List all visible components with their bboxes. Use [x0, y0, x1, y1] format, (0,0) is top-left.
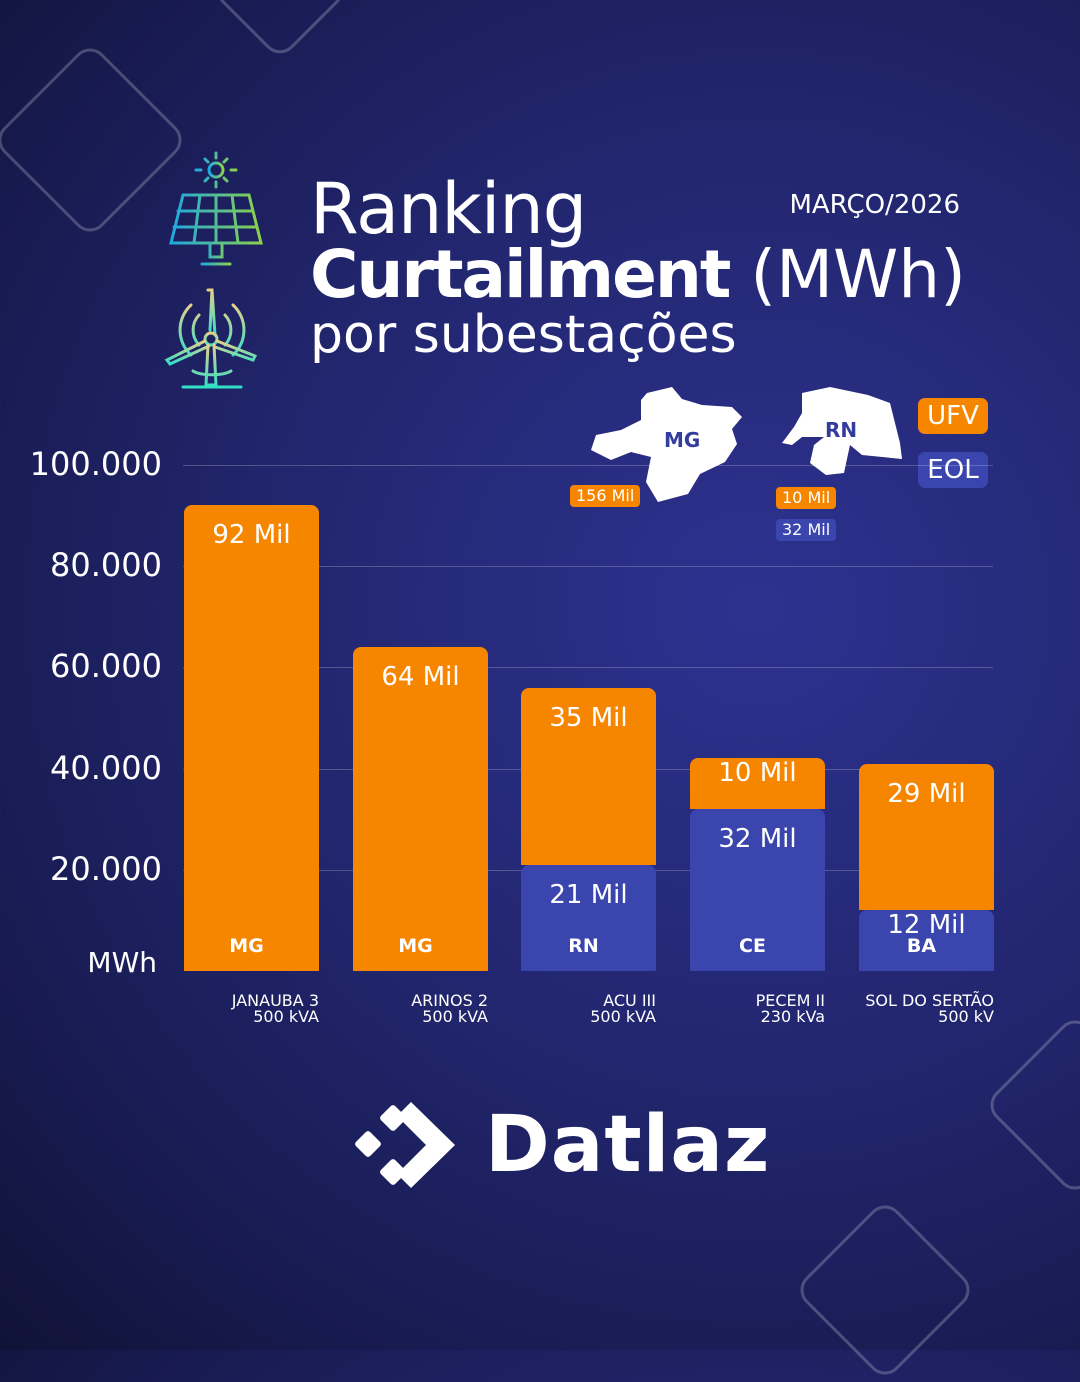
rn-ufv-total-tag: 10 Mil	[776, 487, 837, 509]
data-label: 12 Mil	[887, 910, 966, 941]
bar-segment-ufv	[690, 758, 825, 810]
decor-diamond	[983, 1013, 1080, 1197]
decor-diamond	[209, 0, 351, 61]
bar-segment-eol	[521, 864, 656, 971]
gridline	[183, 465, 993, 466]
data-label: 32 Mil	[718, 824, 797, 855]
bar-segment-ufv	[521, 687, 656, 865]
substation-voltage: 500 kVA	[590, 1007, 656, 1026]
category-label: JANAUBA 3 500 kVA	[149, 993, 319, 1025]
bar-segment-ufv	[184, 505, 319, 971]
mg-ufv-total-tag: 156 Mil	[570, 485, 641, 507]
data-label: 64 Mil	[381, 662, 460, 693]
bar-segment-eol	[690, 809, 825, 971]
data-label: 10 Mil	[718, 758, 797, 789]
data-label: 21 Mil	[549, 879, 628, 910]
datlaz-logo-icon	[355, 1102, 455, 1188]
substation-name: ACU III	[603, 991, 656, 1010]
map-mg	[591, 387, 742, 502]
wind-turbine-icon	[164, 288, 258, 389]
brand-name: Datlaz	[485, 1100, 771, 1190]
substation-name: PECEM II	[755, 991, 825, 1010]
y-tick-label: 60.000	[50, 647, 162, 686]
bar-state-label: CE	[739, 935, 766, 957]
map-label-mg: MG	[664, 428, 701, 452]
data-label: 35 Mil	[549, 702, 628, 733]
bar-state-label: MG	[229, 935, 264, 957]
category-label: SOL DO SERTÃO 500 kV	[824, 993, 994, 1025]
substation-voltage: 500 kVA	[253, 1007, 319, 1026]
gridline	[183, 667, 993, 669]
substation-name: ARINOS 2	[411, 991, 488, 1010]
bar-state-label: BA	[906, 935, 937, 957]
y-tick-label: 100.000	[29, 445, 162, 483]
bar-state-label: RN	[568, 935, 599, 957]
gridline	[183, 566, 993, 568]
map-rn	[782, 387, 902, 475]
title-curtailment: Curtailment (MWh)	[310, 236, 966, 313]
title-unit: (MWh)	[750, 236, 966, 313]
title-ranking: Ranking	[310, 168, 587, 250]
y-tick-label: 80.000	[50, 546, 162, 585]
category-label: ACU III 500 kVA	[486, 993, 656, 1025]
legend-ufv: UFV	[918, 398, 988, 434]
substation-name: SOL DO SERTÃO	[865, 991, 994, 1010]
category-label: ARINOS 2 500 kVA	[318, 993, 488, 1025]
bar-state-label: MG	[398, 935, 433, 957]
data-label: 29 Mil	[887, 778, 966, 809]
legend-eol: EOL	[918, 452, 988, 488]
y-axis-unit: MWh	[87, 946, 157, 979]
substation-voltage: 500 kVA	[422, 1007, 488, 1026]
map-label-rn: RN	[825, 418, 858, 442]
substation-voltage: 230 kVa	[760, 1007, 825, 1026]
rn-eol-total-tag: 32 Mil	[776, 519, 837, 541]
y-tick-label: 40.000	[50, 748, 162, 787]
bar-segment-eol	[859, 910, 994, 971]
category-label: PECEM II 230 kVa	[655, 993, 825, 1025]
substation-voltage: 500 kV	[938, 1007, 994, 1026]
substation-name: JANAUBA 3	[231, 991, 319, 1010]
bar-segment-ufv	[353, 647, 488, 971]
solar-panel-icon	[169, 151, 263, 266]
data-label: 92 Mil	[212, 520, 291, 551]
date-label: MARÇO/2026	[789, 190, 960, 220]
title-subtitle: por subestações	[310, 305, 737, 365]
bar-segment-ufv	[859, 763, 994, 911]
title-curtailment-bold: Curtailment	[310, 236, 731, 313]
decor-diamond	[793, 1198, 977, 1382]
y-tick-label: 20.000	[50, 849, 162, 888]
decor-diamond	[0, 41, 189, 239]
